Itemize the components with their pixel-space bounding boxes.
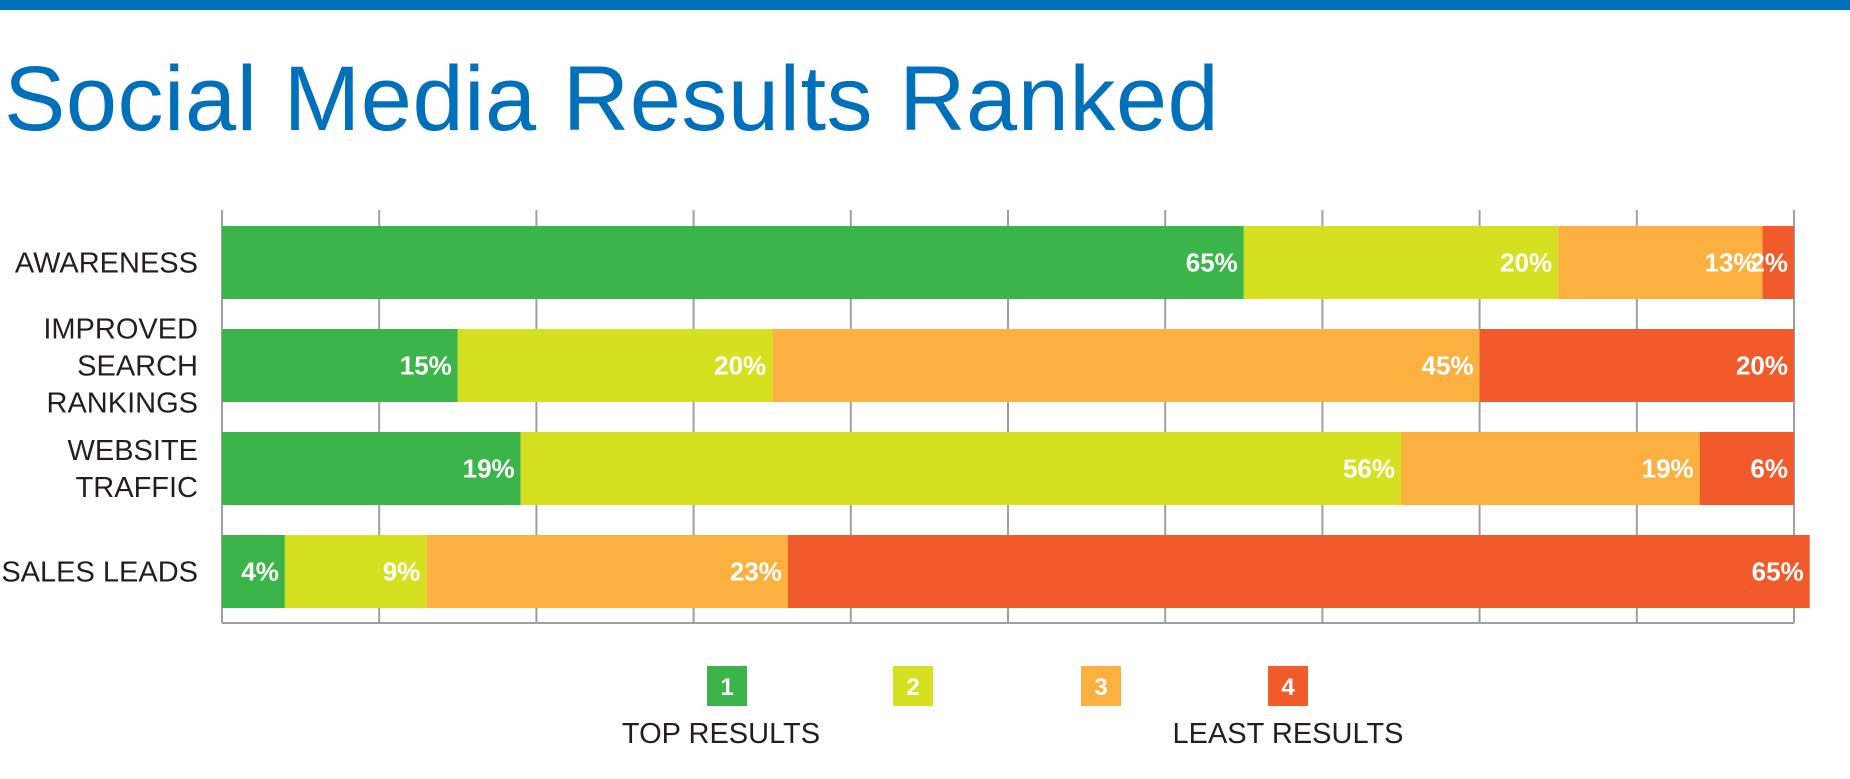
bar-segment [457, 329, 773, 402]
data-label: 23% [730, 557, 782, 587]
legend-number: 2 [906, 674, 919, 701]
data-label: 56% [1343, 454, 1395, 484]
bar-segment [222, 226, 1244, 299]
legend-swatch [707, 666, 747, 706]
bar-segment [222, 329, 458, 402]
bar-segment [1558, 226, 1763, 299]
legend-swatch [1268, 666, 1308, 706]
data-label: 20% [1500, 248, 1552, 278]
data-label: 65% [1752, 557, 1804, 587]
legend-caption-least: LEAST RESULTS [1172, 718, 1403, 750]
data-label: 6% [1750, 454, 1788, 484]
bar-segment [222, 432, 521, 505]
data-label: 19% [1642, 454, 1694, 484]
bar-segment [1401, 432, 1700, 505]
page-title: Social Media Results Ranked [4, 48, 1220, 150]
category-label: SALES LEADS [1, 557, 198, 589]
bar-segment [1699, 432, 1794, 505]
data-label: 19% [463, 454, 515, 484]
bar-segment [1479, 329, 1794, 402]
category-label: IMPROVED SEARCH RANKINGS [43, 314, 198, 420]
data-label: 65% [1186, 248, 1238, 278]
legend-number: 3 [1094, 674, 1107, 701]
data-label: 4% [241, 557, 279, 587]
data-label: 20% [1736, 351, 1788, 381]
bar-segment [284, 535, 427, 608]
bar-segment [772, 329, 1480, 402]
legend-caption-top: TOP RESULTS [622, 718, 820, 750]
bar-segment [787, 535, 1810, 608]
data-label: 15% [400, 351, 452, 381]
bar-segment [1762, 226, 1794, 299]
bar-segment [426, 535, 788, 608]
bar-segment [222, 535, 285, 608]
bar-segment [1243, 226, 1559, 299]
data-label: 9% [383, 557, 421, 587]
data-label: 13% [1705, 248, 1757, 278]
data-label: 20% [714, 351, 766, 381]
legend-number: 4 [1281, 674, 1295, 701]
stacked-bar-chart: 65% 20% 13%2%15% 20% 45% 20%19% 56% 19% 6%4% 9% 23… [1, 210, 1810, 750]
legend-number: 1 [720, 674, 733, 701]
bar-segment [520, 432, 1401, 505]
legend-swatch [893, 666, 933, 706]
legend-swatch [1081, 666, 1121, 706]
category-label: WEBSITE TRAFFIC [67, 435, 198, 504]
data-label: 2% [1750, 248, 1788, 278]
data-label: 45% [1422, 351, 1474, 381]
top-accent-bar [0, 0, 1850, 10]
category-label: AWARENESS [15, 248, 198, 280]
